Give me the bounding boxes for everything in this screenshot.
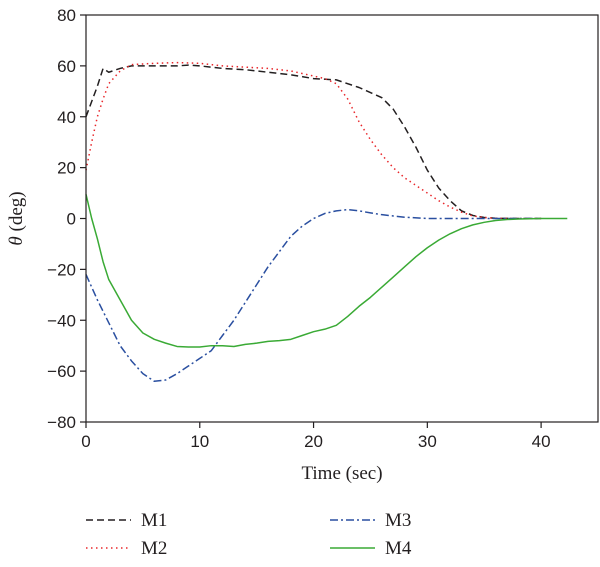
series-layer xyxy=(85,61,568,383)
series-line-m1 xyxy=(85,64,542,220)
y-axis-unit: (deg) xyxy=(6,191,27,236)
y-tick-label: −20 xyxy=(47,260,76,279)
x-axis-label: Time (sec) xyxy=(301,463,382,484)
y-tick-label: 80 xyxy=(57,6,76,25)
legend: M1 M2 M3 M4 xyxy=(86,510,412,559)
legend-label: M2 xyxy=(141,538,167,559)
y-tick-label: −60 xyxy=(47,362,76,381)
y-tick-label: −40 xyxy=(47,311,76,330)
legend-item-m1: M1 xyxy=(86,510,167,531)
y-tick-label: 20 xyxy=(57,159,76,178)
x-tick-label: 10 xyxy=(190,432,209,451)
series-line-m3 xyxy=(85,208,542,383)
x-tick-label: 40 xyxy=(532,432,551,451)
x-tick-label: 20 xyxy=(304,432,323,451)
legend-item-m3: M3 xyxy=(330,510,411,531)
legend-item-m2: M2 xyxy=(86,538,167,559)
y-axis-symbol: θ xyxy=(6,236,27,245)
x-tick-label: 30 xyxy=(418,432,437,451)
y-tick-label: −80 xyxy=(47,413,76,432)
y-tick-label: 40 xyxy=(57,108,76,127)
y-tick-label: 0 xyxy=(67,210,76,229)
plot-frame xyxy=(85,14,599,423)
legend-label: M4 xyxy=(385,538,412,559)
series-line-m2 xyxy=(85,61,542,220)
axes: 0 10 20 30 40 −80 −60 −40 −20 0 20 40 60 80 xyxy=(47,6,550,451)
legend-label: M3 xyxy=(385,510,411,531)
y-axis-label: θ (deg) xyxy=(6,191,27,245)
series-line-m4 xyxy=(85,194,568,348)
legend-label: M1 xyxy=(141,510,167,531)
x-tick-label: 0 xyxy=(81,432,90,451)
y-tick-label: 60 xyxy=(57,57,76,76)
legend-item-m4: M4 xyxy=(330,538,412,559)
